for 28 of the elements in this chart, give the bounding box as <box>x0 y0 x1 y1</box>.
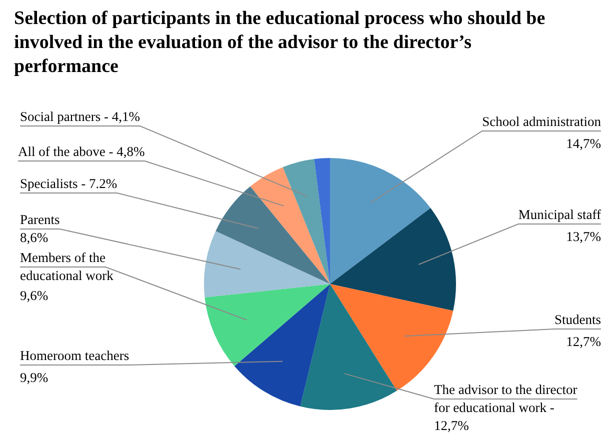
pie-slice <box>282 158 330 284</box>
data-label: 14,7% <box>566 136 601 151</box>
data-label: 12,7% <box>566 334 601 349</box>
data-label: 12,7% <box>434 418 469 433</box>
data-label: 13,7% <box>566 229 601 244</box>
pie-slice <box>234 284 330 406</box>
slice-label: The advisor to the director for educational work - <box>434 382 578 415</box>
data-label: 9,9% <box>20 370 48 385</box>
slice-label: Homeroom teachers <box>20 348 130 363</box>
pie-slice <box>204 231 330 298</box>
chart-title: Selection of participants in the educational process who should be involved in the evaluation of the advisor to the director’s performance <box>14 8 546 77</box>
pie-slice <box>300 284 397 410</box>
data-label: 8,6% <box>20 230 48 245</box>
slice-label: All of the above - 4,8% <box>18 144 145 159</box>
slice-label: Social partners - 4,1% <box>20 109 140 124</box>
pie-slice <box>314 158 330 284</box>
slice-label: School administration <box>482 114 602 129</box>
pie-slice <box>330 158 431 284</box>
pie-slice <box>250 167 330 284</box>
pie-slice <box>204 284 330 366</box>
pie-slice <box>216 186 330 284</box>
slice-label: Municipal staff <box>518 207 602 222</box>
slice-label: Parents <box>20 212 60 227</box>
data-label: 9,6% <box>20 288 48 303</box>
slice-label: Specialists - 7.2% <box>20 176 118 191</box>
slice-label: Students <box>554 312 601 327</box>
slice-label: Members of the educational work <box>20 250 114 283</box>
pie-slice <box>330 208 456 311</box>
